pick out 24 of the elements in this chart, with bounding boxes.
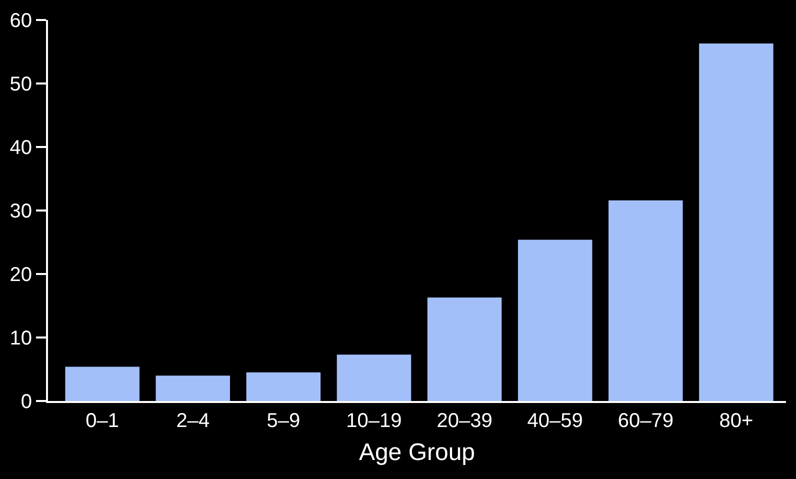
y-tick-label: 0 [20, 391, 32, 413]
x-tick-label: 5–9 [266, 410, 300, 432]
y-tick-label: 40 [10, 137, 32, 159]
bar [427, 298, 502, 401]
y-tick-label: 30 [10, 200, 32, 222]
x-axis-title: Age Group [358, 438, 476, 466]
bar [65, 366, 140, 401]
bar [156, 376, 230, 401]
x-tick-label: 80+ [719, 410, 754, 432]
y-tick-label: 10 [10, 328, 32, 350]
bar [699, 44, 774, 401]
x-tick-label: 60–79 [618, 410, 674, 432]
x-tick-label: 40–59 [527, 410, 583, 432]
bar [608, 200, 683, 401]
bar [518, 240, 592, 401]
x-tick-label: 10–19 [346, 410, 402, 432]
y-tick-label: 20 [10, 264, 32, 286]
bar [246, 372, 321, 401]
x-tick-label: 20–39 [436, 410, 492, 432]
x-tick-label: 2–4 [176, 410, 210, 432]
y-tick-label: 60 [10, 10, 32, 32]
bar [336, 354, 412, 401]
y-tick-label: 50 [10, 74, 32, 96]
x-tick-label: 0–1 [86, 410, 120, 432]
